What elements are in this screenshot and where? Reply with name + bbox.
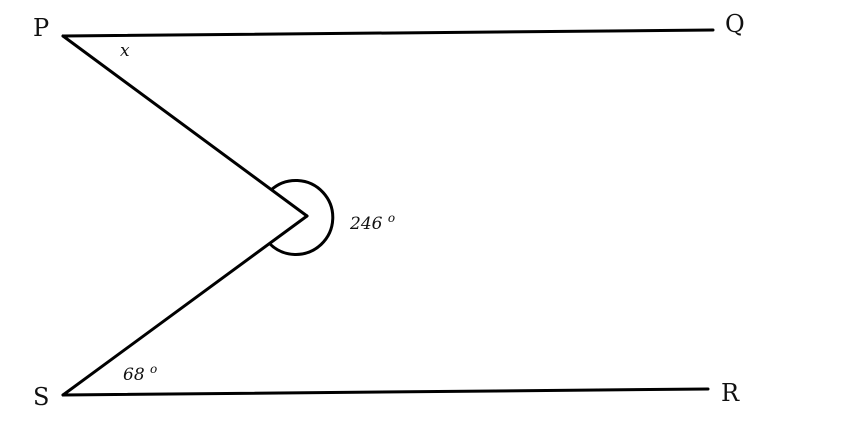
point-label-q: Q [725, 10, 745, 38]
point-label-s: S [33, 383, 49, 411]
angle-68-degree-mark: o [150, 362, 157, 376]
angle-68-value: 68 [123, 365, 145, 385]
angle-label-68: 68 o [123, 362, 157, 385]
angle-label-246: 246 o [349, 211, 395, 234]
point-label-r: R [721, 379, 740, 407]
point-label-p: P [33, 14, 49, 42]
reflex-angle-arc [267, 179, 335, 256]
angle-246-value: 246 [349, 214, 383, 234]
segment-pq [61, 28, 715, 38]
angle-246-degree-mark: o [388, 211, 395, 225]
segment-sr [61, 387, 710, 397]
segment-p-to-vertex [61, 34, 309, 218]
angle-label-x: x [120, 41, 130, 61]
segment-vertex-to-s [61, 214, 309, 397]
